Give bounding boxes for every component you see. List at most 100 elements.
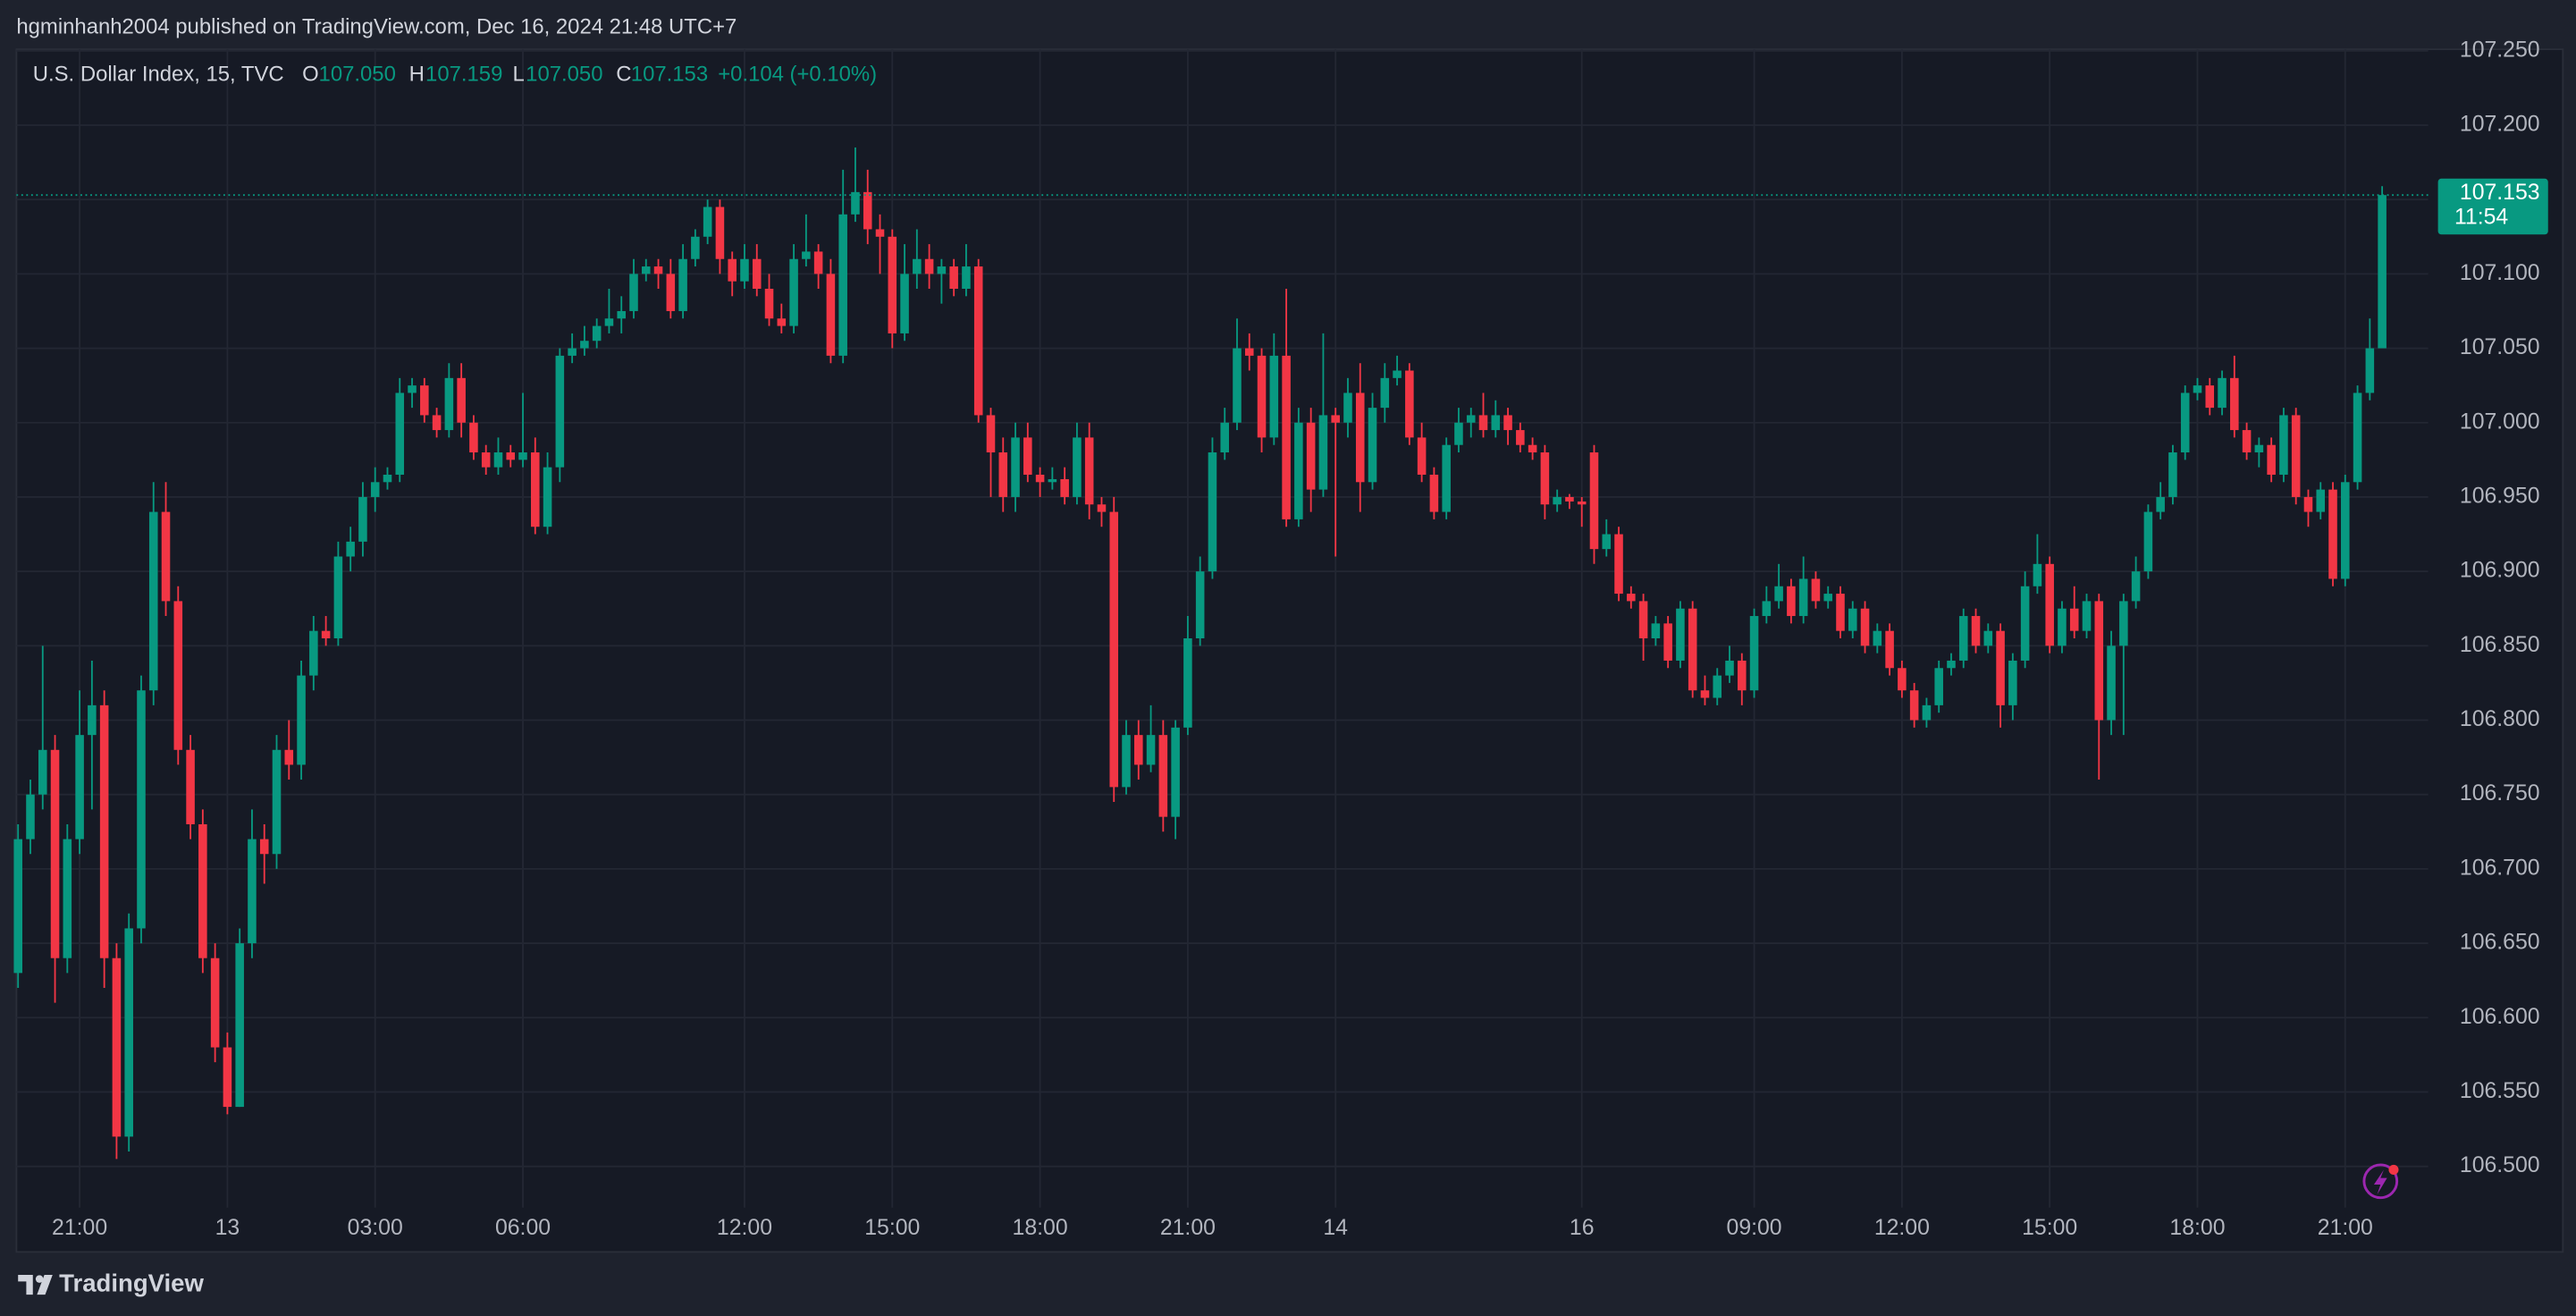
candle-body	[395, 392, 405, 475]
candle-body	[1934, 668, 1943, 705]
candle-body	[1454, 422, 1463, 445]
candle-body	[2291, 415, 2301, 497]
candle-body	[210, 957, 220, 1048]
candle-body	[1233, 348, 1242, 423]
candle-body	[740, 258, 749, 282]
candle-body	[2008, 660, 2017, 705]
candle-body	[1429, 474, 1439, 512]
candle-body	[1540, 452, 1550, 505]
candle-body	[617, 310, 626, 319]
legend: U.S. Dollar Index, 15, TVC O 107.050 H 1…	[33, 63, 877, 87]
x-tick-label: 21:00	[52, 1216, 107, 1240]
candle-body	[1553, 496, 1562, 505]
candle-body	[75, 735, 84, 839]
candle-body	[1700, 690, 1710, 698]
candle-body	[50, 749, 60, 958]
axes: 106.500 106.550 106.600 106.650 106.700 106.7…	[52, 38, 2548, 1240]
byline: hgminhanh2004 published on TradingView.c…	[16, 15, 737, 39]
candle-body	[1787, 586, 1796, 617]
x-tick-label: 21:00	[2318, 1216, 2373, 1240]
candle-body	[1922, 704, 1932, 721]
candle-body	[1442, 444, 1451, 512]
candle-body	[259, 839, 269, 855]
candle-body	[481, 452, 491, 468]
brand-name: TradingView	[59, 1269, 204, 1296]
candle-body	[1306, 422, 1316, 490]
candle-body	[309, 630, 318, 676]
candle-body	[2082, 601, 2092, 631]
legend-label: H	[409, 63, 425, 87]
candle-body	[2353, 392, 2362, 483]
candle-body	[1380, 377, 1390, 409]
candle-body	[1836, 594, 1845, 631]
candle-body	[2143, 511, 2153, 572]
candle-body	[38, 749, 47, 795]
x-tick-label: 03:00	[348, 1216, 403, 1240]
candle-body	[543, 467, 552, 527]
candle-body	[2316, 489, 2326, 512]
candle-body	[1676, 608, 1685, 661]
candle-body	[1331, 415, 1340, 423]
candle-body	[1627, 594, 1636, 602]
y-tick-label: 107.250	[2460, 38, 2540, 62]
candle-body	[383, 474, 392, 483]
candle-body	[1084, 437, 1094, 505]
y-tick-label: 107.050	[2460, 335, 2540, 359]
candle-body	[1663, 623, 1672, 661]
x-tick-label: 15:00	[2022, 1216, 2077, 1240]
candle-body	[728, 258, 737, 282]
candle-body	[1738, 660, 1747, 691]
candle-body	[1208, 452, 1217, 572]
candle-body	[1355, 392, 1365, 483]
y-tick-label: 106.500	[2460, 1153, 2540, 1177]
candle-body	[802, 251, 811, 259]
candle-body	[1294, 422, 1303, 519]
candle-body	[1798, 578, 1808, 617]
candle-body	[863, 191, 872, 230]
candle-body	[26, 794, 35, 839]
candle-body	[1688, 608, 1697, 691]
candle-body	[457, 377, 466, 423]
candle-body	[1269, 355, 1279, 438]
candle-body	[998, 452, 1008, 497]
candle-body	[1909, 690, 1919, 721]
candle-body	[370, 482, 380, 497]
candle-body	[272, 749, 282, 855]
candle-body	[1762, 601, 1772, 617]
candle-body	[1774, 586, 1783, 602]
candle-body	[493, 452, 503, 468]
alert-icon[interactable]	[2362, 1163, 2399, 1200]
candle-body	[1060, 478, 1069, 497]
candle-body	[1035, 474, 1045, 483]
candle-body	[937, 266, 947, 274]
candle-body	[1097, 504, 1107, 512]
candle-body	[248, 839, 257, 944]
candle-body	[223, 1047, 232, 1108]
chart-panel	[15, 48, 2564, 1253]
candle-body	[715, 207, 725, 259]
candle-body	[2328, 489, 2337, 579]
candle-body	[2069, 608, 2079, 631]
candle-body	[1947, 660, 1956, 669]
candle-body	[2230, 377, 2239, 431]
legend-label: O	[302, 63, 319, 87]
candle-body	[888, 236, 897, 333]
candle-body	[2119, 601, 2128, 646]
y-tick-label: 107.100	[2460, 261, 2540, 285]
candle-body	[284, 749, 294, 765]
candle-body	[1528, 444, 1537, 453]
candle-body	[408, 385, 417, 393]
candle-body	[2168, 452, 2177, 497]
candle-body	[1405, 370, 1414, 438]
candle-body	[1971, 616, 1981, 646]
candle-body	[63, 839, 72, 958]
candle-body	[1171, 727, 1180, 817]
x-tick-label: 18:00	[2169, 1216, 2225, 1240]
legend-value: 107.050	[526, 63, 602, 87]
candle-body	[1318, 415, 1328, 490]
candle-body	[851, 191, 860, 215]
candle-body	[2341, 482, 2350, 579]
candle-body	[813, 251, 823, 274]
candle-body	[1491, 415, 1501, 431]
